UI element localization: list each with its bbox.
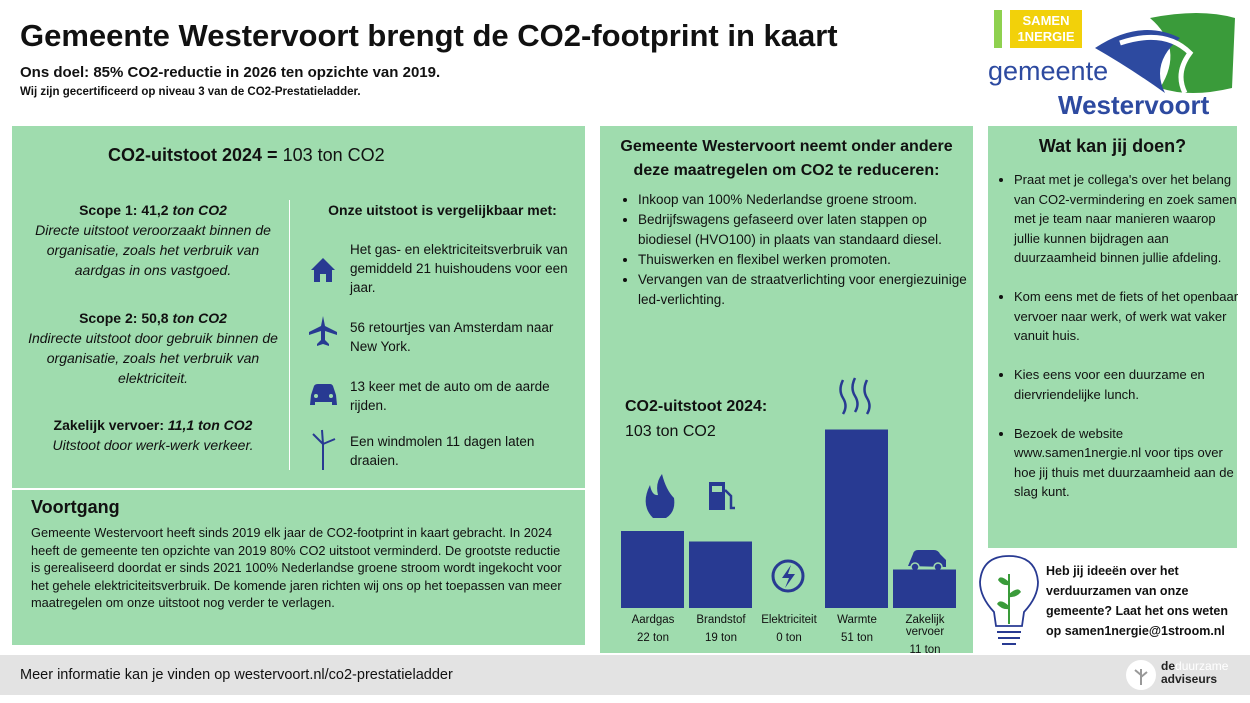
bar bbox=[825, 429, 888, 608]
scope-text: Indirecte uitstoot door gebruik binnen d… bbox=[28, 330, 278, 386]
tip: Praat met je collega's over het belang v… bbox=[1014, 170, 1242, 268]
tip: Kom eens met de fiets of het openbaar ve… bbox=[1014, 287, 1242, 346]
voortgang-text: Gemeente Westervoort heeft sinds 2019 el… bbox=[31, 525, 562, 610]
value-label: 11 ton bbox=[909, 644, 941, 656]
tips: Praat met je collega's over het belang v… bbox=[996, 170, 1242, 521]
scope-heading: Scope 2: 50,8 ton CO2 bbox=[22, 308, 284, 328]
chart bbox=[621, 377, 956, 608]
brand-adviseurs: adviseurs bbox=[1161, 672, 1218, 686]
scope-unit: 11,1 ton CO2 bbox=[167, 417, 253, 433]
measure: Bedrijfswagens gefaseerd over laten stap… bbox=[638, 210, 978, 250]
brand: deduurzame adviseurs bbox=[1161, 660, 1228, 686]
value-label: 0 ton bbox=[776, 632, 802, 644]
logo-gemeente: gemeente bbox=[988, 56, 1109, 86]
logo-energie-text: 1NERGIE bbox=[1017, 29, 1075, 44]
bar bbox=[893, 569, 956, 608]
measures: Inkoop van 100% Nederlandse groene stroo… bbox=[620, 190, 978, 310]
subtitle: Ons doel: 85% CO2-reductie in 2026 ten o… bbox=[20, 64, 441, 81]
headline-value: 103 ton CO2 bbox=[282, 145, 385, 165]
chart-subtitle: 103 ton CO2 bbox=[625, 423, 716, 440]
scope-text: Uitstoot door werk-werk verkeer. bbox=[52, 437, 254, 453]
bar bbox=[621, 531, 684, 608]
compare-icons bbox=[309, 258, 337, 470]
separator bbox=[12, 488, 585, 490]
scope: Zakelijk vervoer: 11,1 ton CO2 Uitstoot d… bbox=[22, 415, 284, 455]
logo-samen: SAMEN 1NERGIE bbox=[1010, 10, 1082, 48]
value-label: 51 ton bbox=[841, 632, 873, 644]
scope-unit: ton CO2 bbox=[172, 202, 227, 218]
voortgang-title: Voortgang bbox=[31, 497, 120, 517]
right-heading: Wat kan jij doen? bbox=[1038, 136, 1187, 156]
idea-text: Heb jij ideeën over het verduurzamen van… bbox=[1046, 564, 1228, 638]
footer-text: Meer informatie kan je vinden op westerv… bbox=[20, 667, 453, 683]
scope: Scope 2: 50,8 ton CO2 Indirecte uitstoot … bbox=[22, 308, 284, 388]
tip: Kies eens voor een duurzame en diervrien… bbox=[1014, 365, 1242, 404]
right-panel bbox=[988, 126, 1237, 548]
scope-text: Directe uitstoot veroorzaakt binnen de o… bbox=[35, 222, 271, 278]
left-panel bbox=[12, 126, 585, 645]
title: Gemeente Westervoort brengt de CO2-footp… bbox=[20, 18, 838, 53]
compare-item: Een windmolen 11 dagen laten draaien. bbox=[350, 434, 535, 468]
value-label: 19 ton bbox=[705, 632, 737, 644]
tip: Bezoek de website www.samen1nergie.nl vo… bbox=[1014, 424, 1242, 502]
compare-heading: Onze uitstoot is vergelijkbaar met: bbox=[328, 202, 557, 218]
scope-unit: ton CO2 bbox=[172, 310, 227, 326]
scope-title: Scope 1: 41,2 bbox=[79, 202, 169, 218]
measure: Inkoop van 100% Nederlandse groene stroo… bbox=[638, 190, 978, 210]
compare-item: 13 keer met de auto om de aarde rijden. bbox=[350, 379, 550, 413]
compare-item: Het gas- en elektriciteitsverbruik van g… bbox=[350, 242, 568, 295]
note: Wij zijn gecertificeerd op niveau 3 van … bbox=[20, 86, 361, 98]
category-label: Aardgas bbox=[631, 614, 675, 626]
logo-bar bbox=[994, 10, 1002, 48]
headline: CO2-uitstoot 2024 = 103 ton CO2 bbox=[108, 145, 385, 166]
compare-item: 56 retourtjes van Amsterdam naar New Yor… bbox=[350, 320, 554, 354]
bar bbox=[689, 541, 752, 608]
scope: Scope 1: 41,2 ton CO2 Directe uitstoot ve… bbox=[22, 200, 284, 280]
chart-title: CO2-uitstoot 2024: bbox=[625, 398, 768, 415]
logo-name: Westervoort bbox=[1058, 90, 1210, 120]
middle-heading: Gemeente Westervoort neemt onder andere … bbox=[620, 138, 953, 179]
headline-label: CO2-uitstoot 2024 = bbox=[108, 145, 278, 165]
category-label: Warmte bbox=[837, 614, 877, 626]
scope-title: Scope 2: 50,8 bbox=[79, 310, 169, 326]
category-label: Brandstof bbox=[696, 614, 746, 626]
category-label: Elektriciteit bbox=[761, 614, 817, 626]
brand-icon bbox=[1126, 660, 1156, 690]
logo-samen-text: SAMEN bbox=[1022, 13, 1070, 28]
value-label: 22 ton bbox=[637, 632, 669, 644]
footer bbox=[0, 655, 1250, 695]
category-label: Zakelijk vervoer bbox=[905, 614, 945, 638]
scope-heading: Zakelijk vervoer: 11,1 ton CO2 bbox=[22, 415, 284, 435]
brand-duurzame: duurzame bbox=[1175, 659, 1229, 673]
measure: Thuiswerken en flexibel werken promoten. bbox=[638, 250, 978, 270]
measure: Vervangen van de straatverlichting voor … bbox=[638, 270, 978, 310]
logo-mark bbox=[1095, 13, 1235, 95]
brand-de: de bbox=[1161, 659, 1176, 673]
scope-heading: Scope 1: 41,2 ton CO2 bbox=[22, 200, 284, 220]
divider bbox=[289, 200, 290, 470]
bulb-icon bbox=[979, 555, 1039, 645]
scope-title: Zakelijk vervoer: bbox=[53, 417, 165, 433]
